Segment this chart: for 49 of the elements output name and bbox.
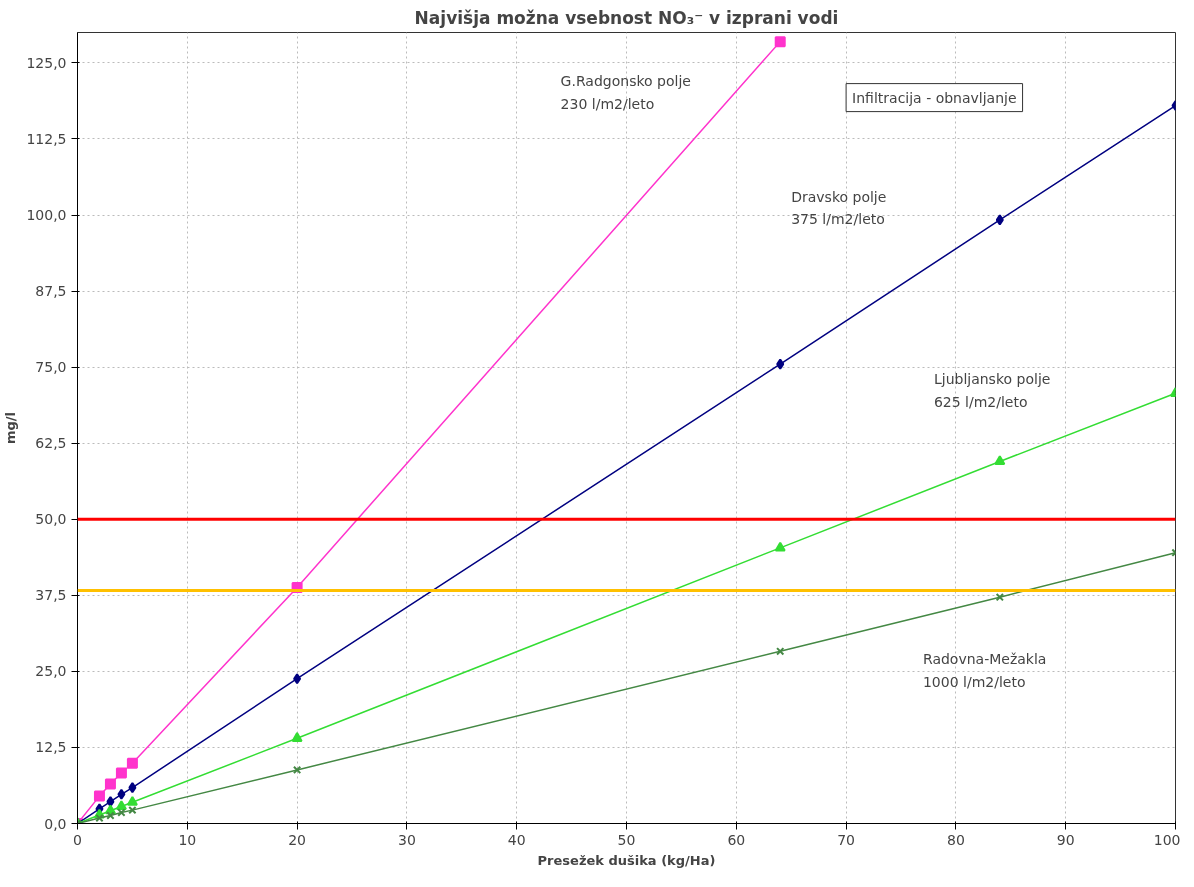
- y-tick-label: 37,5: [35, 587, 67, 604]
- x-tick-label: 20: [288, 831, 307, 848]
- point: [776, 358, 785, 370]
- point: [293, 673, 302, 685]
- x-tick-label: 40: [507, 831, 526, 848]
- point: [774, 541, 786, 552]
- point: [106, 811, 115, 820]
- annotation: G.Radgonsko polje 230 l/m2/leto: [560, 73, 691, 112]
- x-tick-label: 10: [178, 831, 197, 848]
- y-tick-label: 12,5: [35, 739, 67, 756]
- x-tick-label: 70: [837, 831, 856, 848]
- chart-title: Najvišja možna vsebnost NO₃⁻ v izprani vodi: [414, 7, 839, 28]
- point: [115, 767, 127, 779]
- y-tick-label: 25,0: [35, 663, 67, 680]
- point: [128, 782, 137, 794]
- y-tick-label: 0,0: [44, 815, 67, 832]
- point: [291, 732, 303, 742]
- y-tick-label: 87,5: [35, 283, 67, 300]
- point: [117, 808, 126, 817]
- point: [115, 800, 127, 811]
- y-axis-title: mg/l: [3, 411, 19, 445]
- y-tick-label: 62,5: [35, 435, 67, 452]
- x-tick-label: 100: [1153, 831, 1181, 848]
- y-tick-label: 100,0: [26, 207, 67, 224]
- point: [126, 796, 138, 806]
- x-tick-label: 0: [73, 831, 82, 848]
- x-tick-label: 60: [727, 831, 746, 848]
- x-tick-label: 80: [946, 831, 965, 848]
- x-tick-label: 90: [1056, 831, 1075, 848]
- y-tick-label: 125,0: [26, 54, 67, 71]
- annotation: Infiltracija - obnavljanje: [852, 89, 1017, 106]
- point: [117, 788, 126, 800]
- x-tick-label: 50: [617, 831, 636, 848]
- point: [994, 455, 1006, 466]
- annotation: Ljubljansko polje 625 l/m2/leto: [933, 371, 1051, 410]
- y-tick-label: 75,0: [35, 359, 67, 376]
- x-tick-label: 30: [397, 831, 416, 848]
- point: [774, 36, 786, 48]
- point: [104, 778, 116, 790]
- point: [995, 592, 1004, 602]
- point: [126, 757, 138, 769]
- point: [93, 790, 105, 802]
- annotation: Radovna-Mežakla 1000 l/m2/leto: [922, 651, 1047, 690]
- y-tick-label: 50,0: [35, 511, 67, 528]
- annotation: Dravsko polje 375 l/m2/leto: [791, 188, 887, 228]
- x-axis-title: Presežek dušika (kg/Ha): [537, 852, 716, 868]
- y-tick-label: 112,5: [26, 130, 67, 147]
- point: [292, 765, 302, 775]
- point: [995, 214, 1004, 226]
